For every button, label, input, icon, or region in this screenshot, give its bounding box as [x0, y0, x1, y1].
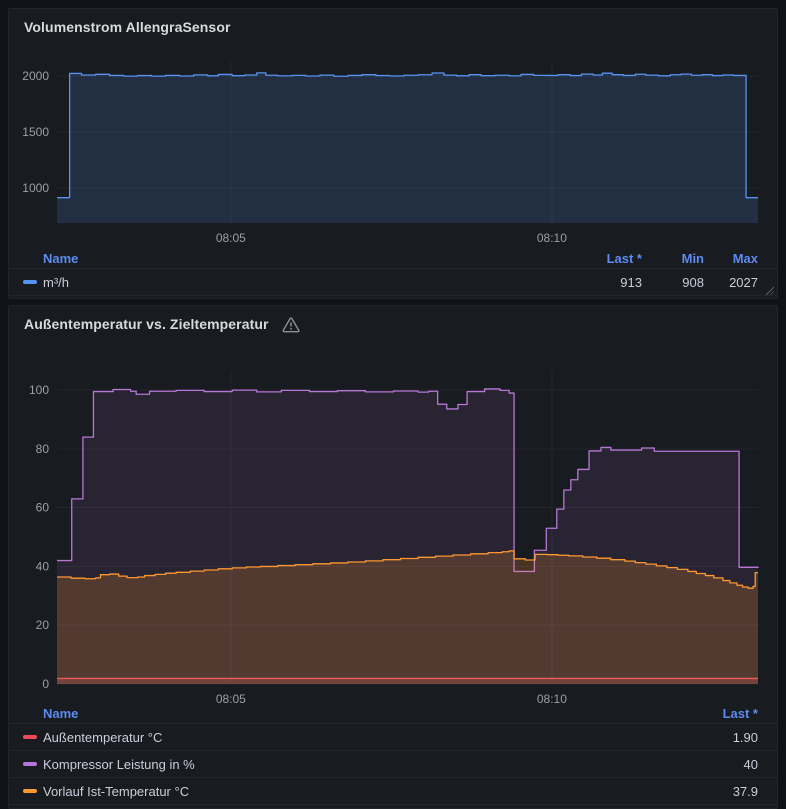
svg-text:60: 60: [36, 501, 50, 515]
legend-header-name[interactable]: Name: [43, 706, 79, 721]
legend-last-value: 913: [620, 274, 642, 290]
panel-title[interactable]: Außentemperatur vs. Zieltemperatur: [24, 315, 300, 333]
svg-text:08:10: 08:10: [537, 231, 567, 245]
legend-max-value: 2027: [729, 274, 758, 290]
series-swatch: [23, 789, 37, 793]
series-name-label[interactable]: Vorlauf Ist-Temperatur °C: [43, 783, 190, 799]
legend-header-last[interactable]: Last *: [722, 706, 758, 721]
volumenstrom-panel: Volumenstrom AllengraSensor 1000 1500 2000…: [8, 8, 778, 299]
series-name-label[interactable]: m³/h: [43, 274, 69, 290]
series-swatch: [23, 762, 37, 766]
svg-text:08:05: 08:05: [216, 231, 246, 245]
legend-header-max[interactable]: Max: [732, 251, 758, 266]
legend-table: Name Last * Min Max m³/h 913 908 2027: [9, 249, 777, 296]
svg-text:08:10: 08:10: [537, 692, 567, 704]
svg-text:1500: 1500: [22, 125, 49, 139]
svg-text:2000: 2000: [22, 69, 49, 83]
legend-header-min[interactable]: Min: [681, 251, 704, 266]
series-swatch: [23, 280, 37, 284]
legend-header-last[interactable]: Last *: [606, 251, 642, 266]
legend-row: m³/h 913 908 2027: [9, 268, 777, 296]
series-name-label[interactable]: Kompressor Leistung in %: [43, 756, 195, 772]
legend-table: Name Last * Außentemperatur °C 1.90 Komp…: [9, 704, 777, 805]
temperatur-chart[interactable]: 0 20 40 60 80 100 08:05 08:10: [9, 306, 777, 704]
temperatur-panel: Außentemperatur vs. Zieltemperatur 0 20 40…: [8, 305, 778, 809]
volumenstrom-chart[interactable]: 1000 1500 2000 08:05 08:10: [9, 9, 777, 247]
svg-text:0: 0: [42, 677, 49, 691]
warning-triangle-icon[interactable]: [282, 316, 300, 333]
svg-text:08:05: 08:05: [216, 692, 246, 704]
series-name-label[interactable]: Außentemperatur °C: [43, 729, 163, 745]
series-swatch: [23, 735, 37, 739]
panel-title[interactable]: Volumenstrom AllengraSensor: [24, 18, 231, 36]
svg-text:80: 80: [36, 442, 50, 456]
legend-last-value: 40: [743, 756, 758, 772]
legend-last-value: 37.9: [732, 783, 758, 799]
panel-resize-handle[interactable]: [764, 285, 774, 295]
legend-header-row: Name Last * Min Max: [9, 249, 777, 268]
legend-min-value: 908: [682, 274, 704, 290]
legend-header-row: Name Last *: [9, 704, 777, 723]
panel-title-text: Volumenstrom AllengraSensor: [24, 19, 231, 35]
svg-text:1000: 1000: [22, 181, 49, 195]
svg-text:100: 100: [29, 383, 49, 397]
legend-row: Vorlauf Ist-Temperatur °C 37.9: [9, 777, 777, 805]
panel-title-text: Außentemperatur vs. Zieltemperatur: [24, 316, 269, 332]
legend-header-name[interactable]: Name: [43, 251, 79, 266]
svg-text:40: 40: [36, 559, 50, 573]
legend-row: Kompressor Leistung in % 40: [9, 750, 777, 777]
legend-row: Außentemperatur °C 1.90: [9, 723, 777, 750]
legend-last-value: 1.90: [732, 729, 758, 745]
svg-text:20: 20: [36, 618, 50, 632]
